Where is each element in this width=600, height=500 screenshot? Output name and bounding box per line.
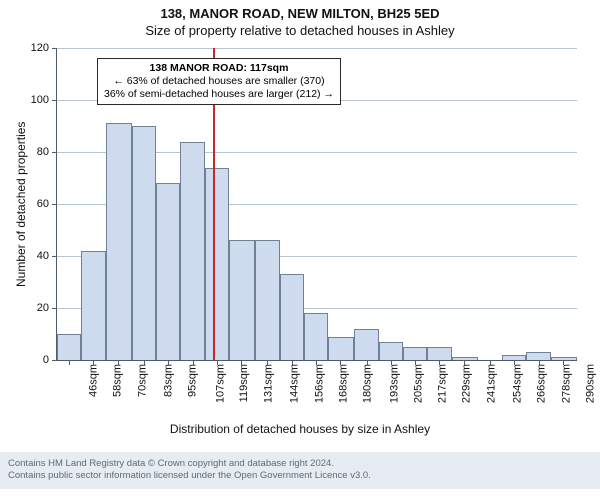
- x-tick: [217, 360, 218, 365]
- histogram-bar: [180, 142, 204, 360]
- x-tick: [93, 360, 94, 365]
- x-tick: [316, 360, 317, 365]
- x-tick-label: 217sqm: [435, 364, 449, 403]
- histogram-bar: [81, 251, 105, 360]
- x-tick: [563, 360, 564, 365]
- histogram-bar: [255, 240, 279, 360]
- x-tick-label: 241sqm: [483, 364, 497, 403]
- x-tick: [539, 360, 540, 365]
- footer-line-2: Contains public sector information licen…: [8, 470, 592, 482]
- grid-line: [57, 48, 577, 49]
- x-axis-label: Distribution of detached houses by size …: [0, 422, 600, 436]
- x-tick: [464, 360, 465, 365]
- page-title: 138, MANOR ROAD, NEW MILTON, BH25 5ED: [0, 0, 600, 21]
- chart-root: 138, MANOR ROAD, NEW MILTON, BH25 5ED Si…: [0, 0, 600, 500]
- x-tick-label: 95sqm: [185, 364, 199, 397]
- x-tick-label: 70sqm: [134, 364, 148, 397]
- x-tick: [367, 360, 368, 365]
- y-tick-label: 20: [37, 302, 57, 314]
- histogram-bar: [156, 183, 180, 360]
- x-tick: [391, 360, 392, 365]
- x-tick-label: 58sqm: [110, 364, 124, 397]
- x-tick: [241, 360, 242, 365]
- histogram-bar: [526, 352, 550, 360]
- x-tick: [267, 360, 268, 365]
- x-tick: [490, 360, 491, 365]
- x-tick: [69, 360, 70, 365]
- x-tick-label: 119sqm: [236, 364, 250, 402]
- x-tick: [193, 360, 194, 365]
- x-tick: [514, 360, 515, 365]
- x-tick: [292, 360, 293, 365]
- annotation-line-1: 138 MANOR ROAD: 117sqm: [104, 62, 334, 75]
- x-tick-label: 180sqm: [360, 364, 374, 403]
- y-tick-label: 80: [37, 146, 57, 158]
- y-tick-label: 60: [37, 198, 57, 210]
- histogram-bar: [132, 126, 156, 360]
- x-tick: [144, 360, 145, 365]
- histogram-bar: [379, 342, 403, 360]
- histogram-bar: [328, 337, 354, 360]
- x-tick-label: 254sqm: [510, 364, 524, 403]
- chart-subtitle: Size of property relative to detached ho…: [0, 21, 600, 38]
- x-tick-label: 290sqm: [582, 364, 596, 403]
- y-axis-label: Number of detached properties: [14, 122, 28, 287]
- y-tick-label: 100: [31, 94, 57, 106]
- histogram-bar: [106, 123, 132, 360]
- histogram-bar: [304, 313, 328, 360]
- histogram-bar: [280, 274, 304, 360]
- footer-attribution: Contains HM Land Registry data © Crown c…: [0, 452, 600, 489]
- x-tick: [340, 360, 341, 365]
- plot-area: 02040608010012046sqm58sqm70sqm83sqm95sqm…: [56, 48, 577, 361]
- x-tick-label: 107sqm: [212, 364, 226, 403]
- x-tick-label: 46sqm: [86, 364, 100, 397]
- histogram-bar: [403, 347, 427, 360]
- x-tick-label: 278sqm: [558, 364, 572, 403]
- x-tick-label: 229sqm: [459, 364, 473, 403]
- x-tick: [415, 360, 416, 365]
- annotation-box: 138 MANOR ROAD: 117sqm← 63% of detached …: [97, 58, 341, 105]
- histogram-bar: [205, 168, 229, 360]
- y-tick-label: 0: [43, 354, 57, 366]
- histogram-bar: [57, 334, 81, 360]
- histogram-bar: [229, 240, 255, 360]
- x-tick: [168, 360, 169, 365]
- histogram-bar: [354, 329, 378, 360]
- x-tick-label: 266sqm: [534, 364, 548, 403]
- x-tick-label: 83sqm: [161, 364, 175, 397]
- histogram-bar: [452, 357, 478, 360]
- x-tick-label: 131sqm: [261, 364, 275, 403]
- annotation-line-3: 36% of semi-detached houses are larger (…: [104, 88, 334, 101]
- footer-line-1: Contains HM Land Registry data © Crown c…: [8, 458, 592, 470]
- y-tick-label: 120: [31, 42, 57, 54]
- histogram-bar: [427, 347, 451, 360]
- x-tick-label: 168sqm: [336, 364, 350, 403]
- y-tick-label: 40: [37, 250, 57, 262]
- x-tick-label: 205sqm: [410, 364, 424, 403]
- x-tick: [118, 360, 119, 365]
- x-tick-label: 144sqm: [287, 364, 301, 403]
- x-tick-label: 156sqm: [311, 364, 325, 403]
- histogram-bar: [551, 357, 577, 360]
- x-tick-label: 193sqm: [386, 364, 400, 403]
- annotation-line-2: ← 63% of detached houses are smaller (37…: [104, 75, 334, 88]
- x-tick: [439, 360, 440, 365]
